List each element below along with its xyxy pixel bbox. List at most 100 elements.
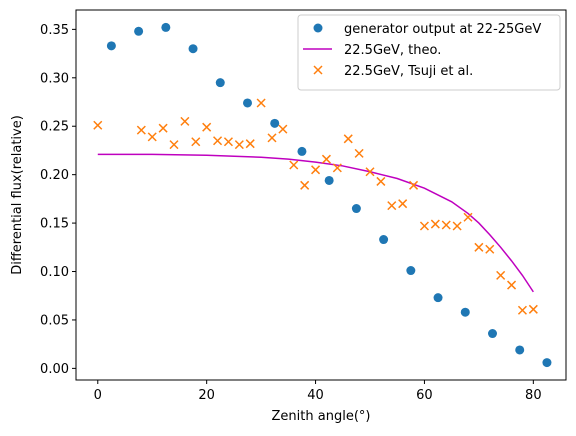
plot-frame [75,9,567,381]
data-point-tsuji [343,134,353,144]
data-point-tsuji-stroke [256,98,266,108]
data-point-generator [188,44,198,54]
data-point-tsuji [485,244,495,254]
data-point-tsuji-stroke [507,280,517,290]
y-tick-label: 0.10 [40,265,69,280]
data-point-tsuji-stroke [202,122,212,132]
data-point-tsuji-stroke [343,134,353,144]
x-tick-label: 40 [307,388,324,403]
x-axis: 0 20 40 60 80 [94,380,542,403]
data-point-tsuji [463,212,473,222]
x-tick-label: 60 [416,388,433,403]
y-tick-label: 0.30 [40,71,69,86]
data-point-tsuji-stroke [365,167,375,177]
data-point-tsuji [158,123,168,133]
data-point-tsuji [441,220,451,230]
data-point-tsuji [430,219,440,229]
x-axis-label: Zenith angle(°) [272,409,371,424]
y-axis: 0.00 0.05 0.10 0.15 0.20 0.25 0.30 0.35 [40,23,76,377]
data-point-tsuji [213,136,223,146]
y-tick-label: 0.00 [40,362,69,377]
data-point-tsuji [528,304,538,314]
data-point-tsuji [267,133,277,143]
y-tick-label: 0.20 [40,168,69,183]
data-point-tsuji [202,122,212,132]
data-point-tsuji [223,137,233,147]
data-point-tsuji [136,125,146,135]
data-point-tsuji-stroke [267,133,277,143]
data-point-tsuji-stroke [441,220,451,230]
x-tick-label: 20 [198,388,215,403]
data-point-tsuji-stroke [332,163,342,173]
data-point-tsuji-stroke [354,148,364,158]
legend-label-generator: generator output at 22-25GeV [344,22,541,37]
data-point-tsuji-stroke [311,165,321,175]
data-point-generator [379,235,389,245]
data-point-tsuji-stroke [245,139,255,149]
data-point-tsuji-stroke [321,154,331,164]
data-point-generator [324,175,334,185]
data-point-tsuji [256,98,266,108]
data-point-tsuji-stroke [223,137,233,147]
data-point-tsuji-stroke [485,244,495,254]
data-point-tsuji-stroke [234,140,244,150]
data-point-tsuji [311,165,321,175]
data-point-generator [161,22,171,32]
data-point-tsuji-stroke [430,219,440,229]
data-point-tsuji [234,140,244,150]
legend-label-theo: 22.5GeV, theo. [344,43,441,58]
data-point-generator [270,118,280,128]
data-point-tsuji-stroke [147,132,157,142]
data-point-tsuji-stroke [387,201,397,211]
data-point-tsuji-stroke [278,124,288,134]
data-point-tsuji [245,139,255,149]
data-point-tsuji-stroke [158,123,168,133]
data-point-generator [351,204,361,214]
data-point-generator [406,266,416,276]
data-point-tsuji [278,124,288,134]
data-point-tsuji [419,221,429,231]
data-point-tsuji-stroke [517,305,527,315]
data-point-tsuji [332,163,342,173]
data-point-tsuji [474,242,484,252]
data-point-tsuji [376,176,386,186]
data-point-tsuji [496,270,506,280]
data-point-tsuji [180,116,190,126]
legend-marker-tsuji [313,65,323,75]
data-point-tsuji [93,120,103,130]
data-point-tsuji-stroke [289,160,299,170]
data-point-tsuji-stroke [376,176,386,186]
data-point-generator [106,41,116,51]
data-point-tsuji [517,305,527,315]
data-point-generator [215,78,225,88]
data-point-tsuji [507,280,517,290]
data-point-generator [460,307,470,317]
data-point-tsuji-stroke [169,140,179,150]
data-point-tsuji-stroke [136,125,146,135]
data-point-tsuji [398,199,408,209]
data-point-tsuji [365,167,375,177]
y-tick-label: 0.15 [40,217,69,232]
y-tick-label: 0.35 [40,23,69,38]
data-point-tsuji [289,160,299,170]
data-point-tsuji [147,132,157,142]
data-point-generator [243,98,252,108]
y-tick-label: 0.25 [40,120,69,135]
legend-marker-generator [313,23,323,33]
data-point-tsuji [191,137,201,147]
data-point-tsuji-stroke [300,180,310,190]
data-point-tsuji [409,180,419,190]
data-point-tsuji-stroke [398,199,408,209]
data-point-tsuji [321,154,331,164]
data-point-tsuji-stroke [191,137,201,147]
data-point-tsuji-stroke [419,221,429,231]
data-point-tsuji-stroke [496,270,506,280]
data-point-tsuji-stroke [528,304,538,314]
data-point-tsuji-stroke [409,180,419,190]
data-point-tsuji [300,180,310,190]
data-point-generator [515,345,525,355]
data-point-generator [297,146,307,156]
data-point-tsuji-stroke [452,221,462,231]
x-tick-label: 80 [525,388,542,403]
